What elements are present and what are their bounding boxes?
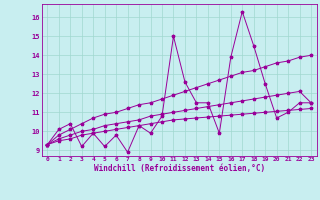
X-axis label: Windchill (Refroidissement éolien,°C): Windchill (Refroidissement éolien,°C) bbox=[94, 164, 265, 173]
